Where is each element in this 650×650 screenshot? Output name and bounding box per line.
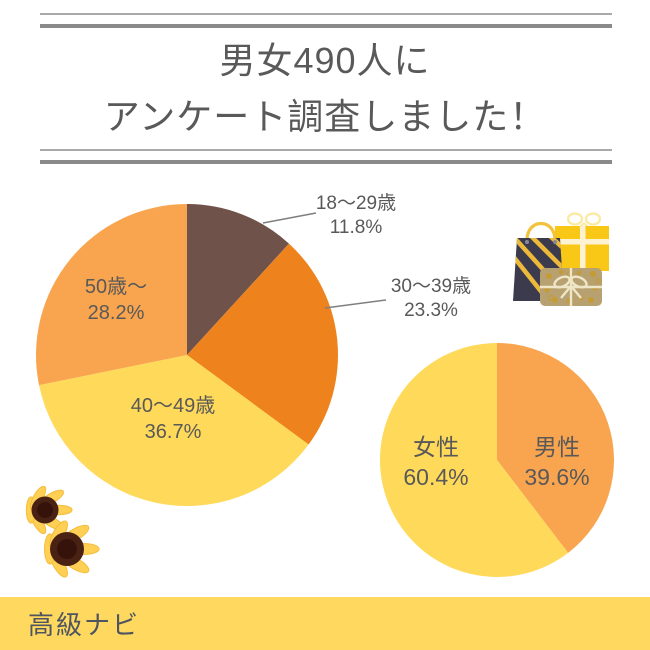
gender-pie-label-male: 男性 39.6% xyxy=(487,432,627,492)
age-label-text: 40〜49歳 xyxy=(130,395,216,417)
age-label-text: 30〜39歳 xyxy=(390,276,472,297)
gender-label-text: 男性 xyxy=(534,434,580,460)
gender-pie-chart xyxy=(380,343,614,577)
age-pie-chart xyxy=(36,204,338,506)
brand-name: 高級ナビ xyxy=(28,611,141,640)
gender-label-pct: 60.4% xyxy=(403,464,469,490)
age-pie-label-50plus: 50歳〜 28.2% xyxy=(46,274,186,326)
age-pie-label-30-39: 30〜39歳 23.3% xyxy=(361,275,501,323)
title-rule-bottom-thin xyxy=(40,149,612,151)
title-rule-bottom-thick xyxy=(40,160,612,164)
age-pie-label-18-29: 18〜29歳 11.8% xyxy=(286,192,426,240)
page-title-line2: アンケート調査しました！ xyxy=(103,96,547,137)
age-label-pct: 11.8% xyxy=(329,217,383,238)
age-label-pct: 23.3% xyxy=(404,300,458,321)
page-title-line1: 男女490人に xyxy=(219,40,431,81)
sunflowers-icon xyxy=(25,485,100,578)
pie-slice xyxy=(187,243,338,445)
sunflower-large xyxy=(44,520,100,578)
age-label-text: 18〜29歳 xyxy=(315,193,397,214)
pie-slice xyxy=(497,343,614,553)
gender-pie-label-female: 女性 60.4% xyxy=(366,432,506,492)
pie-slice xyxy=(187,204,289,355)
gender-label-pct: 39.6% xyxy=(524,464,590,490)
age-label-pct: 36.7% xyxy=(144,421,202,443)
footer-bar: 高級ナビ xyxy=(0,597,650,650)
gift-boxes-icon xyxy=(513,212,609,306)
pie-slice xyxy=(380,343,569,577)
age-label-text: 50歳〜 xyxy=(84,276,148,298)
title-rule-top-thin xyxy=(40,13,612,15)
page-title: 男女490人に アンケート調査しました！ xyxy=(0,33,650,145)
gold-gift-box xyxy=(540,268,602,306)
pie-slice xyxy=(39,355,309,506)
age-label-pct: 28.2% xyxy=(87,302,145,324)
pie-slice xyxy=(36,204,187,386)
sunflower-small xyxy=(25,485,73,535)
age-pie-label-40-49: 40〜49歳 36.7% xyxy=(103,393,243,445)
gender-label-text: 女性 xyxy=(413,434,459,460)
title-rule-top-thick xyxy=(40,24,612,28)
yellow-gift-box xyxy=(555,212,609,271)
